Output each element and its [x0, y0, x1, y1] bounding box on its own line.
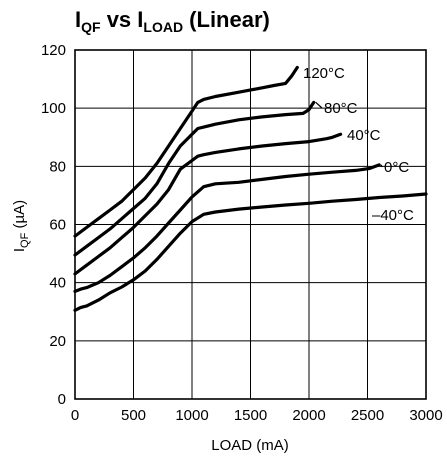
series-label: 0°C	[384, 159, 409, 176]
series-line	[73, 100, 316, 257]
y-tick-label: 80	[49, 158, 66, 175]
grid	[75, 50, 426, 399]
tick-labels: 0 500 1000 1500 2000 2500 3000 0 20 40 60 80 100 120	[41, 42, 443, 424]
label-leader	[380, 164, 383, 168]
y-tick-label: 100	[41, 100, 66, 117]
x-tick-label: 3000	[409, 407, 442, 424]
series-line	[73, 163, 381, 293]
series-line	[73, 65, 299, 238]
y-tick-label: 0	[58, 391, 66, 408]
y-axis-label: IQF (µA)	[11, 200, 31, 252]
series-label: –40°C	[372, 207, 414, 224]
series-label: 120°C	[303, 65, 345, 82]
x-tick-label: 2000	[292, 407, 325, 424]
curves	[73, 65, 428, 312]
x-axis-label: LOAD (mA)	[211, 437, 289, 454]
y-tick-label: 40	[49, 275, 66, 292]
x-tick-label: 0	[71, 407, 79, 424]
series-label: 80°C	[324, 100, 358, 117]
plot-frame	[74, 49, 427, 400]
series-label: 40°C	[347, 127, 381, 144]
y-tick-label: 20	[49, 333, 66, 350]
chart-title: IQF vs ILOAD (Linear)	[75, 7, 270, 35]
label-leader	[315, 101, 323, 109]
x-tick-label: 2500	[351, 407, 384, 424]
series-line	[73, 192, 428, 312]
x-tick-label: 500	[121, 407, 146, 424]
y-tick-label: 60	[49, 217, 66, 234]
series-labels: 120°C 80°C 40°C0°C –40°C	[303, 65, 414, 224]
x-tick-label: 1000	[175, 407, 208, 424]
y-tick-label: 120	[41, 42, 66, 59]
x-tick-label: 1500	[234, 407, 267, 424]
series-line	[73, 132, 343, 276]
